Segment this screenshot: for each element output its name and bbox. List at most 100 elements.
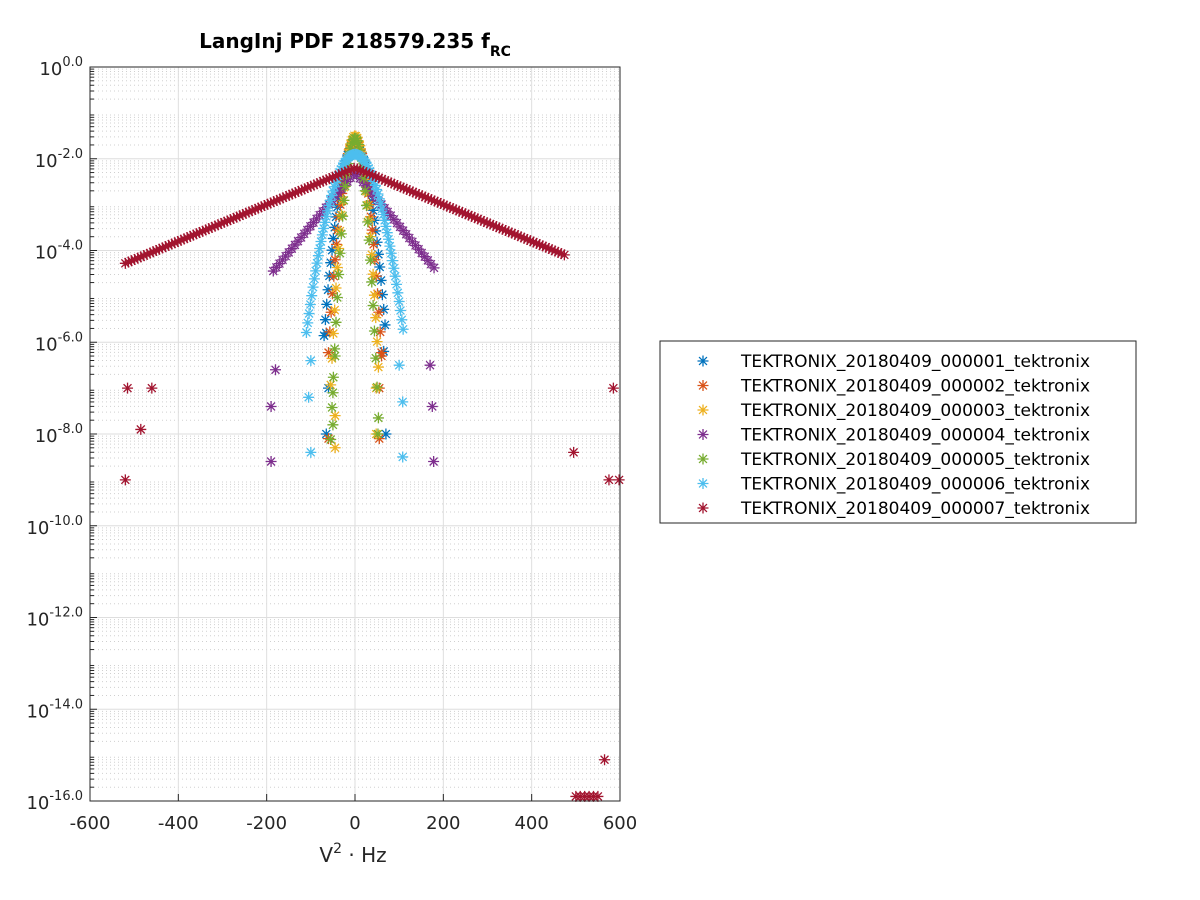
data-point — [382, 176, 394, 188]
data-point — [444, 201, 456, 213]
data-point — [194, 227, 206, 239]
data-point — [397, 396, 409, 408]
data-point — [326, 401, 338, 413]
data-point — [274, 193, 286, 205]
chart-title: LangInj PDF 218579.235 fRC — [199, 29, 511, 60]
data-point — [490, 221, 502, 233]
data-point — [353, 138, 365, 150]
data-point — [472, 213, 484, 225]
data-point — [209, 220, 221, 232]
data-point — [487, 219, 499, 231]
data-point — [370, 225, 382, 237]
data-point — [391, 180, 403, 192]
data-point — [310, 265, 322, 277]
data-point — [160, 241, 172, 253]
data-point — [376, 350, 387, 362]
data-point — [258, 200, 270, 212]
data-point — [315, 236, 327, 248]
legend-label: TEKTRONIX_20180409_000005_tektronix — [740, 450, 1090, 470]
y-tick-label: 10-8.0 — [35, 422, 83, 447]
x-axis-title-rest: · Hz — [342, 843, 387, 867]
data-point — [385, 177, 397, 189]
data-point — [262, 198, 274, 210]
legend-marker — [697, 478, 709, 489]
data-point — [372, 188, 384, 200]
x-axis-title: V2 · Hz — [319, 841, 386, 867]
data-point — [146, 382, 158, 394]
data-point — [500, 224, 512, 236]
data-point — [401, 183, 413, 195]
legend-label: TEKTRONIX_20180409_000004_tektronix — [740, 426, 1090, 446]
data-point — [329, 343, 341, 355]
data-point — [305, 180, 317, 192]
data-point — [428, 262, 440, 274]
data-point — [512, 230, 524, 242]
data-point — [330, 316, 342, 328]
data-point — [404, 185, 416, 197]
data-point — [357, 165, 369, 177]
data-point — [333, 243, 345, 255]
data-point — [372, 288, 384, 300]
data-point — [393, 359, 405, 371]
data-point — [370, 171, 382, 183]
data-point — [326, 288, 338, 300]
data-point — [169, 237, 181, 249]
data-point — [323, 347, 334, 359]
data-point — [218, 216, 230, 228]
data-point — [150, 244, 162, 256]
x-tick-label: 600 — [603, 813, 637, 834]
data-point — [358, 172, 370, 184]
data-point — [359, 185, 371, 197]
data-point — [373, 433, 385, 445]
y-tick-label: 10-6.0 — [35, 330, 83, 355]
data-point — [372, 361, 384, 373]
data-point — [384, 240, 396, 252]
data-point — [268, 196, 280, 208]
data-point — [303, 308, 315, 320]
data-point — [509, 228, 521, 240]
data-point — [364, 254, 376, 266]
data-point — [407, 186, 419, 198]
y-tick-label: 10-14.0 — [26, 697, 83, 722]
data-point — [360, 167, 372, 179]
data-point — [322, 284, 334, 296]
data-point — [320, 210, 332, 222]
data-point — [327, 327, 339, 339]
data-point — [425, 194, 437, 206]
data-point — [552, 246, 564, 258]
data-point — [270, 364, 281, 376]
data-point — [144, 247, 156, 259]
data-point — [506, 227, 518, 239]
data-point — [243, 206, 255, 218]
data-point — [240, 207, 252, 219]
data-point — [368, 289, 380, 301]
series-6 — [300, 148, 409, 463]
data-point — [319, 216, 331, 228]
x-tick-labels: -600 -400 -200 0 200 400 600 — [70, 813, 638, 834]
series-7 — [119, 162, 625, 802]
data-point — [135, 251, 147, 263]
data-point — [329, 304, 341, 316]
data-point — [203, 223, 215, 235]
data-point — [303, 391, 315, 403]
data-point — [324, 194, 336, 206]
data-point — [311, 257, 323, 269]
data-point — [493, 222, 505, 234]
data-point — [320, 327, 332, 339]
data-point — [228, 212, 240, 224]
data-point — [323, 199, 335, 211]
x-tick-label: 200 — [426, 813, 460, 834]
x-tick-label: -600 — [70, 813, 111, 834]
data-point — [422, 192, 434, 204]
data-point — [368, 238, 380, 250]
legend-marker — [697, 453, 709, 465]
data-point — [221, 215, 233, 227]
data-point — [265, 197, 277, 209]
data-point — [337, 210, 349, 222]
data-point — [387, 255, 399, 267]
data-point — [393, 296, 405, 308]
data-point — [354, 164, 366, 176]
data-point — [463, 209, 475, 221]
data-point — [364, 231, 376, 243]
data-point — [249, 203, 261, 215]
